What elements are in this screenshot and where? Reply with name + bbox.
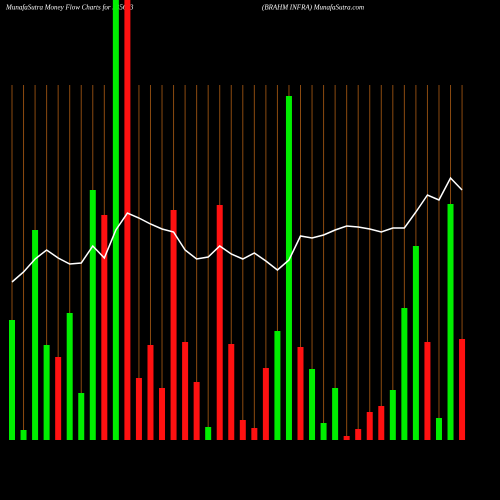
bar (309, 369, 316, 440)
bar (159, 388, 166, 440)
bar (412, 246, 419, 440)
money-flow-line (11, 176, 463, 283)
bar (320, 423, 327, 440)
bar (355, 429, 362, 440)
bar (147, 345, 154, 440)
bar (193, 382, 200, 440)
bar (262, 368, 269, 440)
bar (170, 210, 177, 440)
bar (124, 0, 131, 440)
bar (205, 427, 212, 440)
bar (366, 412, 373, 440)
bar (78, 393, 85, 440)
bar (101, 215, 108, 440)
bar (459, 339, 466, 440)
bar (66, 313, 73, 440)
chart-subtitle: (BRAHM INFRA) MunafaSutra.com (262, 4, 364, 12)
bar (9, 320, 15, 440)
bar (285, 96, 292, 440)
bar (297, 347, 304, 440)
bar (424, 342, 431, 440)
bar (343, 436, 350, 440)
bar (43, 345, 50, 440)
chart-title: MunafaSutra Money Flow Charts for 535693 (5, 4, 134, 12)
bar (112, 0, 119, 440)
bar (216, 205, 223, 440)
bar (239, 420, 246, 440)
bar (435, 418, 442, 440)
bar (32, 230, 39, 440)
bar (89, 190, 96, 440)
bar (389, 390, 396, 440)
bar (251, 428, 258, 440)
bar (378, 406, 385, 440)
bar (135, 378, 142, 440)
bar (228, 344, 235, 440)
bar (55, 357, 62, 440)
bar (274, 331, 281, 440)
bar (332, 388, 339, 440)
bar (182, 342, 189, 440)
bar (401, 308, 408, 440)
bar (20, 430, 27, 440)
bar (447, 204, 454, 440)
